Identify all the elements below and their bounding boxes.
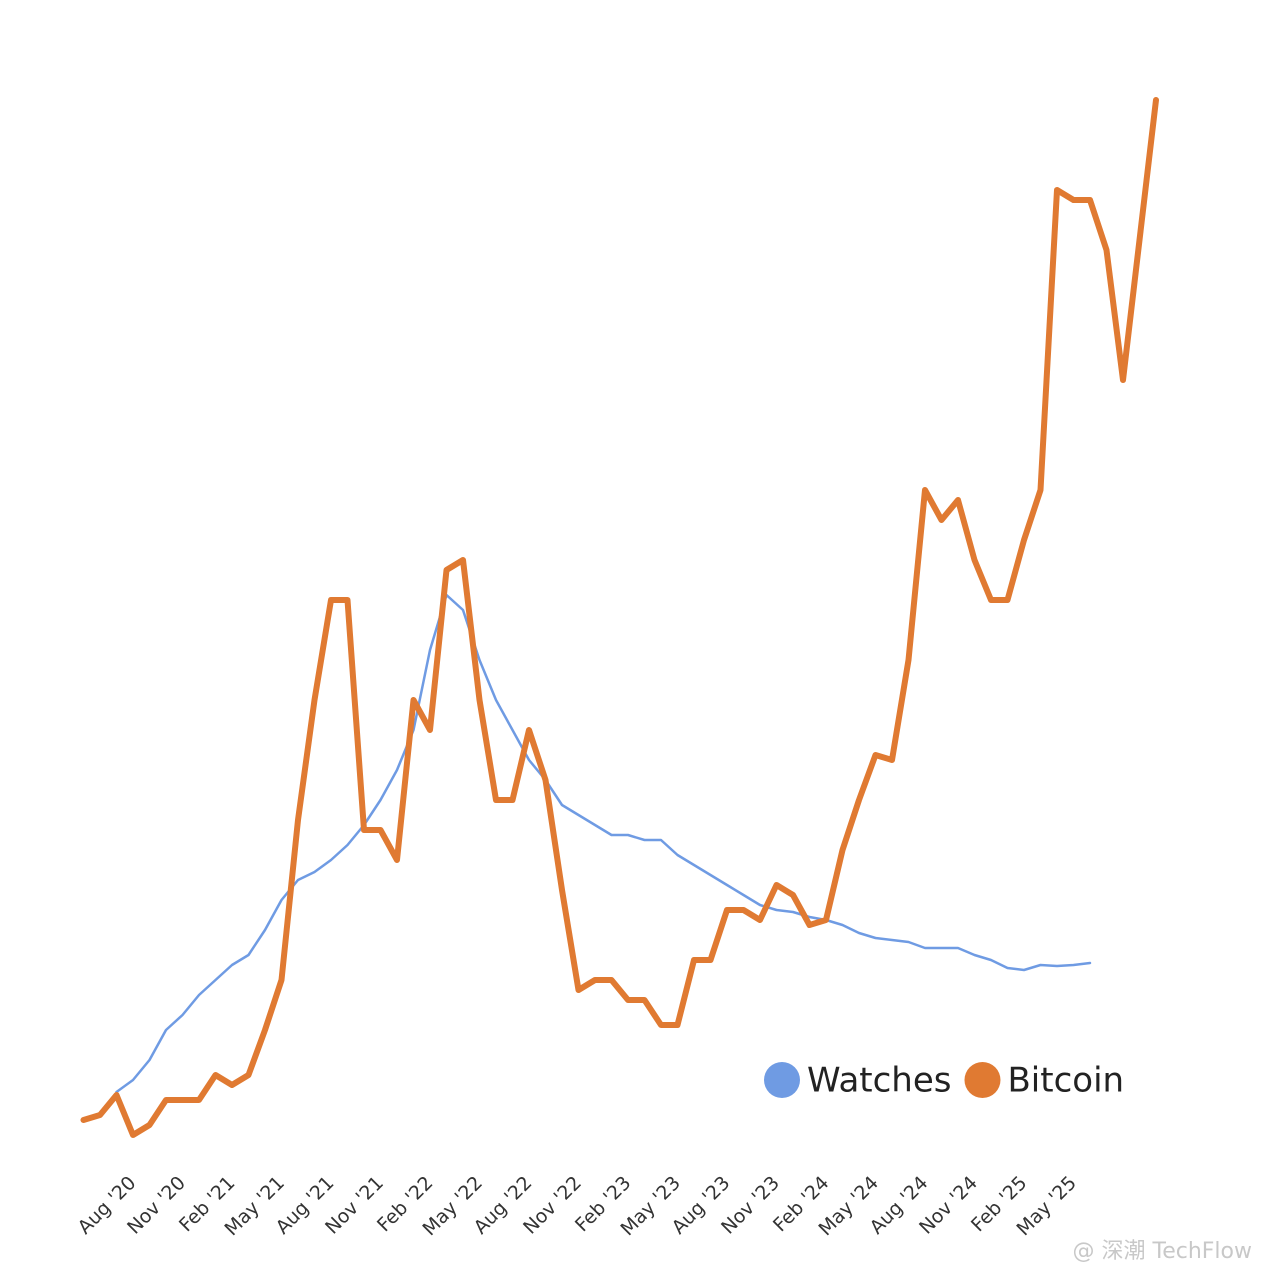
legend-marker — [964, 1062, 1001, 1098]
line-watches — [115, 593, 1092, 1094]
watermark: @ 深潮 TechFlow — [1073, 1239, 1252, 1264]
legend-marker — [764, 1062, 800, 1098]
legend-label: Bitcoin — [1007, 1061, 1124, 1101]
line-bitcoin — [80, 97, 1159, 1138]
legend-label: Watches — [807, 1061, 951, 1101]
